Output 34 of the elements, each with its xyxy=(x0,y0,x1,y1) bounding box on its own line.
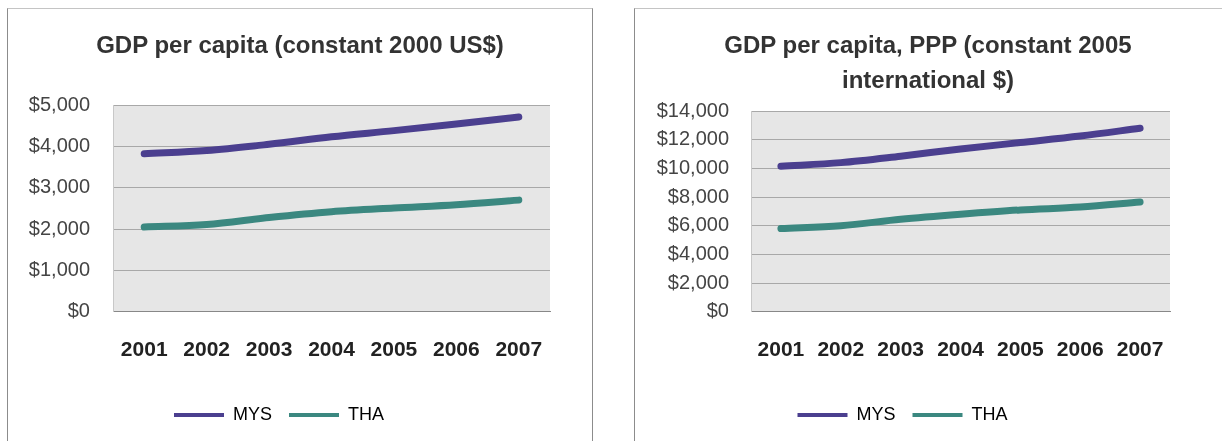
x-tick-label: 2007 xyxy=(495,337,543,361)
y-tick-label: $3,000 xyxy=(28,175,90,198)
legend-label: THA xyxy=(971,403,1008,424)
x-tick-label: 2006 xyxy=(433,337,480,361)
y-tick-label: $4,000 xyxy=(28,133,90,156)
legend-label: THA xyxy=(348,403,384,424)
y-tick-label: $5,000 xyxy=(28,92,90,115)
x-tick-label: 2006 xyxy=(1056,337,1104,361)
legend-label: MYS xyxy=(856,403,896,424)
y-tick-label: $2,000 xyxy=(667,270,729,293)
x-tick-label: 2005 xyxy=(370,337,418,361)
y-tick-label: $0 xyxy=(706,299,729,322)
x-tick-label: 2002 xyxy=(817,337,865,361)
chart-title: GDP per capita, PPP (constant 2005 international $) xyxy=(723,30,1133,95)
y-tick-label: $6,000 xyxy=(667,213,729,236)
x-tick-label: 2004 xyxy=(937,337,985,361)
x-tick-label: 2005 xyxy=(997,337,1045,361)
legend-label: MYS xyxy=(233,403,273,424)
y-tick-label: $1,000 xyxy=(28,257,90,280)
chart-title: GDP per capita (constant 2000 US$) xyxy=(95,30,505,60)
x-tick-label: 2001 xyxy=(120,337,168,361)
y-tick-label: $10,000 xyxy=(656,155,729,178)
x-tick-label: 2003 xyxy=(877,337,924,361)
y-tick-label: $14,000 xyxy=(656,98,729,121)
y-tick-label: $0 xyxy=(67,299,90,322)
y-tick-label: $12,000 xyxy=(656,127,729,150)
y-tick-label: $2,000 xyxy=(28,216,90,239)
x-tick-label: 2004 xyxy=(308,337,356,361)
x-tick-label: 2003 xyxy=(245,337,293,361)
x-tick-label: 2001 xyxy=(757,337,805,361)
y-tick-label: $8,000 xyxy=(667,184,729,207)
x-tick-label: 2007 xyxy=(1116,337,1164,361)
y-tick-label: $4,000 xyxy=(667,241,729,264)
x-tick-label: 2002 xyxy=(183,337,230,361)
